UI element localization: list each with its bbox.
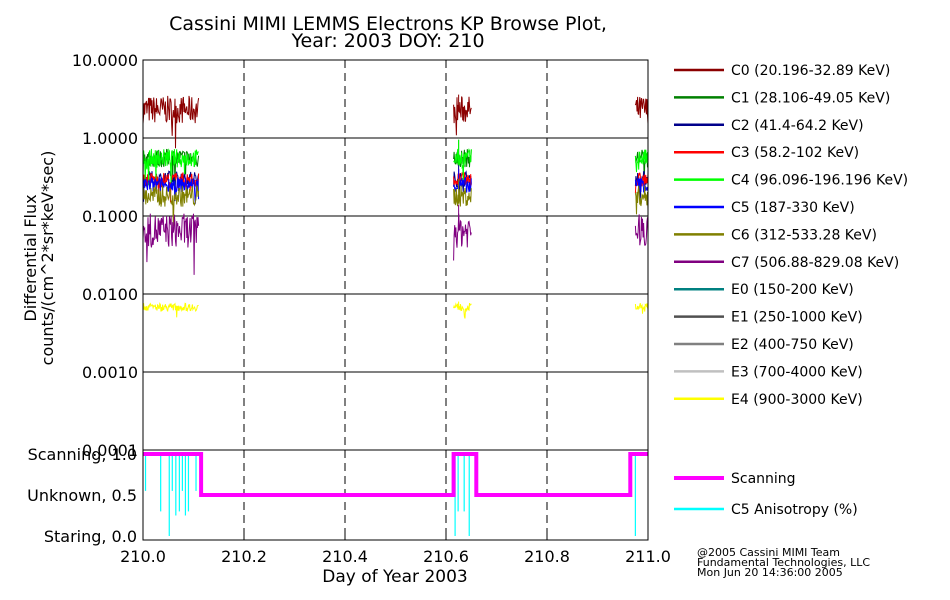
series-line xyxy=(634,214,649,246)
chart-title: Cassini MIMI LEMMS Electrons KP Browse P… xyxy=(169,13,607,35)
x-tick-label: 211.0 xyxy=(625,547,671,566)
series-line xyxy=(142,148,199,186)
legend-label: C6 (312-533.28 KeV) xyxy=(731,227,877,243)
legend-label: C5 (187-330 KeV) xyxy=(731,200,855,216)
series-line xyxy=(142,176,200,205)
x-tick-label: 210.2 xyxy=(221,547,267,566)
mode-y-tick-label: Scanning, 1.0 xyxy=(28,445,137,464)
series-line xyxy=(634,185,649,215)
flux-y-tick-label: 0.0010 xyxy=(82,363,138,382)
flux-panel-frame xyxy=(142,59,649,451)
series-line xyxy=(453,302,472,319)
footer-timestamp: Mon Jun 20 14:36:00 2005 xyxy=(697,566,843,579)
y-axis-label-line1: Differential Flux xyxy=(21,194,40,321)
mode-legend: Scanning C5 Anisotropy (%) xyxy=(674,471,858,518)
mode-panel-series xyxy=(143,452,648,536)
flux-y-tick-label: 0.1000 xyxy=(82,207,138,226)
series-line xyxy=(634,96,649,124)
series-line xyxy=(142,95,200,149)
legend-label: E1 (250-1000 KeV) xyxy=(731,310,863,326)
legend-label: E0 (150-200 KeV) xyxy=(731,282,854,298)
legend-label: C2 (41.4-64.2 KeV) xyxy=(731,118,864,134)
footer-company: Fundamental Technologies, LLC xyxy=(697,556,870,569)
series-line xyxy=(142,302,199,318)
series-line xyxy=(142,184,200,227)
series-line xyxy=(453,148,472,182)
footer-copyright: @2005 Cassini MIMI Team xyxy=(697,546,840,559)
legend-label: E4 (900-3000 KeV) xyxy=(731,392,863,408)
legend-label: E3 (700-4000 KeV) xyxy=(731,364,863,380)
mode-panel-frame xyxy=(142,449,649,541)
x-tick-label: 210.8 xyxy=(524,547,570,566)
x-tick-label: 210.6 xyxy=(423,547,469,566)
flux-panel-y-ticks: 10.0000 1.0000 0.1000 0.0100 0.0010 0.0001 xyxy=(72,51,138,460)
legend-label: C4 (96.096-196.196 KeV) xyxy=(731,173,908,189)
flux-y-tick-label: 0.0001 xyxy=(82,441,138,460)
legend-label: C3 (58.2-102 KeV) xyxy=(731,145,859,161)
legend-label: Scanning xyxy=(731,471,796,487)
series-line xyxy=(453,185,472,207)
legend-label: E2 (400-750 KeV) xyxy=(731,337,854,353)
flux-panel-grid xyxy=(143,60,648,450)
series-line xyxy=(142,213,200,275)
x-tick-label: 210.4 xyxy=(322,547,368,566)
mode-y-tick-label: Staring, 0.0 xyxy=(44,527,137,546)
flux-y-tick-label: 1.0000 xyxy=(82,129,138,148)
mode-panel-y-ticks: Scanning, 1.0 Unknown, 0.5 Staring, 0.0 xyxy=(27,445,137,546)
mode-y-tick-label: Unknown, 0.5 xyxy=(27,486,137,505)
scanning-line xyxy=(143,452,648,497)
flux-y-tick-label: 10.0000 xyxy=(72,51,138,70)
legend-label: C1 (28.106-49.05 KeV) xyxy=(731,90,890,106)
x-axis-label: Day of Year 2003 xyxy=(322,567,467,587)
legend-label: C7 (506.88-829.08 KeV) xyxy=(731,255,899,271)
legend-label: C0 (20.196-32.89 KeV) xyxy=(731,63,890,79)
series-line xyxy=(453,96,472,136)
y-axis-label-line2: counts/(cm^2*sr*keV*sec) xyxy=(38,151,57,366)
series-line xyxy=(634,149,649,173)
chart-subtitle: Year: 2003 DOY: 210 xyxy=(290,30,484,52)
flux-panel-series xyxy=(142,94,649,319)
series-line xyxy=(634,303,649,314)
flux-legend: C0 (20.196-32.89 KeV) C1 (28.106-49.05 Ke… xyxy=(674,63,908,408)
x-tick-label: 210.0 xyxy=(120,547,166,566)
x-axis-ticks: 210.0 210.2 210.4 210.6 210.8 211.0 xyxy=(120,534,671,566)
series-line xyxy=(453,172,472,188)
series-line xyxy=(634,178,649,193)
series-line xyxy=(453,213,472,261)
legend-label: C5 Anisotropy (%) xyxy=(731,502,858,518)
flux-y-tick-label: 0.0100 xyxy=(82,285,138,304)
